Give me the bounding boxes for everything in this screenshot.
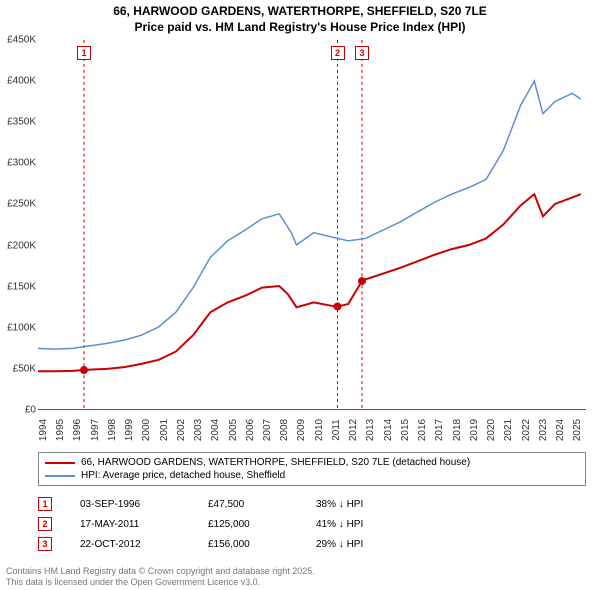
x-tick-label: 2018: [452, 419, 463, 441]
transaction-date: 17-MAY-2011: [80, 519, 180, 530]
x-tick-label: 2006: [245, 419, 256, 441]
x-tick-label: 1996: [72, 419, 83, 441]
x-tick-label: 2001: [159, 419, 170, 441]
footer-attribution: Contains HM Land Registry data © Crown c…: [6, 566, 315, 588]
transactions-table: 1 03-SEP-1996 £47,500 38% ↓ HPI 2 17-MAY-2011…: [38, 494, 586, 554]
footer-line-1: Contains HM Land Registry data © Crown c…: [6, 566, 315, 577]
x-tick-label: 2017: [434, 419, 445, 441]
transaction-marker: 2: [38, 517, 52, 531]
x-tick-label: 2016: [417, 419, 428, 441]
plot-svg: [38, 40, 586, 409]
x-axis: 1994 1995 1996 1997 1998 1999 2000 2001 2002 2003…: [38, 410, 586, 450]
x-tick-label: 2005: [228, 419, 239, 441]
x-tick-label: 2011: [331, 419, 342, 441]
x-tick-label: 2019: [469, 419, 480, 441]
x-tick-label: 2020: [486, 419, 497, 441]
title-line-2: Price paid vs. HM Land Registry's House …: [0, 20, 600, 36]
legend-label: 66, HARWOOD GARDENS, WATERTHORPE, SHEFFI…: [81, 457, 470, 468]
legend: 66, HARWOOD GARDENS, WATERTHORPE, SHEFFI…: [38, 452, 586, 486]
x-tick-label: 2022: [521, 419, 532, 441]
x-tick-label: 1998: [107, 419, 118, 441]
x-tick-label: 2024: [555, 419, 566, 441]
x-tick-label: 2013: [365, 419, 376, 441]
x-tick-label: 1994: [38, 419, 49, 441]
x-tick-label: 2025: [572, 419, 583, 441]
transaction-date: 03-SEP-1996: [80, 499, 180, 510]
transaction-marker: 1: [38, 497, 52, 511]
event-marker: 1: [77, 46, 91, 60]
title-line-1: 66, HARWOOD GARDENS, WATERTHORPE, SHEFFI…: [0, 4, 600, 20]
x-tick-label: 1997: [90, 419, 101, 441]
chart-container: 66, HARWOOD GARDENS, WATERTHORPE, SHEFFI…: [0, 0, 600, 590]
y-axis: £0£50K£100K£150K£200K£250K£300K£350K£400…: [0, 40, 38, 410]
data-point: [358, 277, 366, 285]
y-tick-label: £350K: [7, 117, 36, 128]
data-point: [334, 303, 342, 311]
data-point: [80, 366, 88, 374]
x-tick-label: 2010: [314, 419, 325, 441]
x-tick-label: 1999: [124, 419, 135, 441]
legend-swatch: [45, 475, 75, 477]
x-tick-label: 2007: [262, 419, 273, 441]
x-tick-label: 2003: [193, 419, 204, 441]
legend-item: HPI: Average price, detached house, Shef…: [45, 469, 579, 482]
x-tick-label: 2000: [141, 419, 152, 441]
transaction-diff: 41% ↓ HPI: [316, 519, 396, 530]
y-tick-label: £150K: [7, 281, 36, 292]
y-tick-label: £200K: [7, 240, 36, 251]
y-tick-label: £400K: [7, 76, 36, 87]
x-tick-label: 2004: [210, 419, 221, 441]
transaction-price: £125,000: [208, 519, 288, 530]
x-tick-label: 2009: [296, 419, 307, 441]
event-marker: 3: [355, 46, 369, 60]
y-tick-label: £450K: [7, 35, 36, 46]
legend-item: 66, HARWOOD GARDENS, WATERTHORPE, SHEFFI…: [45, 456, 579, 469]
transaction-price: £156,000: [208, 539, 288, 550]
footer-line-2: This data is licensed under the Open Gov…: [6, 577, 315, 588]
transaction-row: 2 17-MAY-2011 £125,000 41% ↓ HPI: [38, 514, 586, 534]
y-tick-label: £100K: [7, 322, 36, 333]
transaction-row: 1 03-SEP-1996 £47,500 38% ↓ HPI: [38, 494, 586, 514]
chart-title: 66, HARWOOD GARDENS, WATERTHORPE, SHEFFI…: [0, 0, 600, 35]
transaction-row: 3 22-OCT-2012 £156,000 29% ↓ HPI: [38, 534, 586, 554]
event-marker: 2: [331, 46, 345, 60]
x-tick-label: 2008: [279, 419, 290, 441]
x-tick-label: 2002: [176, 419, 187, 441]
transaction-diff: 29% ↓ HPI: [316, 539, 396, 550]
y-tick-label: £0: [25, 405, 36, 416]
transaction-marker: 3: [38, 537, 52, 551]
transaction-price: £47,500: [208, 499, 288, 510]
x-tick-label: 2023: [538, 419, 549, 441]
x-tick-label: 1995: [55, 419, 66, 441]
transaction-diff: 38% ↓ HPI: [316, 499, 396, 510]
series-hpi: [38, 81, 581, 349]
y-tick-label: £50K: [13, 363, 36, 374]
x-tick-label: 2021: [503, 419, 514, 441]
y-tick-label: £250K: [7, 199, 36, 210]
legend-swatch: [45, 462, 75, 464]
y-tick-label: £300K: [7, 158, 36, 169]
x-tick-label: 2015: [400, 419, 411, 441]
x-tick-label: 2014: [383, 419, 394, 441]
plot-area: 1 23: [38, 40, 586, 410]
x-tick-label: 2012: [348, 419, 359, 441]
transaction-date: 22-OCT-2012: [80, 539, 180, 550]
legend-label: HPI: Average price, detached house, Shef…: [81, 470, 285, 481]
series-property: [38, 194, 581, 371]
